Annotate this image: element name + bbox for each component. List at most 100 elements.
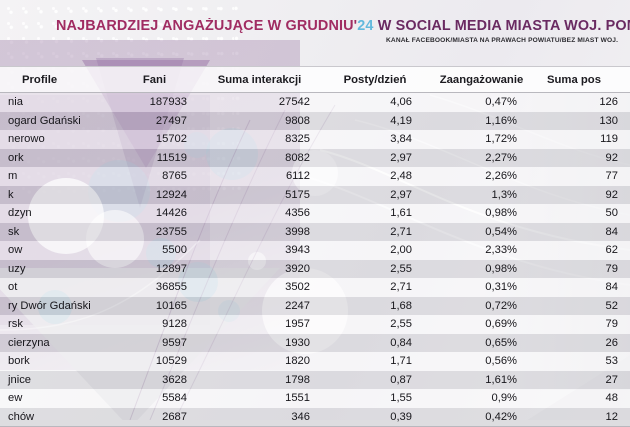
cell-suma-interakcji: 346 bbox=[291, 410, 310, 423]
table-row[interactable]: ot 36855 3502 2,71 0,31% 84 bbox=[0, 278, 630, 297]
cell-suma-postow: 27 bbox=[605, 373, 618, 386]
cell-fani: 187933 bbox=[149, 96, 187, 109]
cell-suma-postow: 26 bbox=[605, 336, 618, 349]
cell-zaangazowanie: 0,56% bbox=[485, 355, 517, 368]
cell-zaangazowanie: 1,16% bbox=[485, 114, 517, 127]
table-row[interactable]: ow 5500 3943 2,00 2,33% 62 bbox=[0, 241, 630, 260]
table-row[interactable]: nerowo 15702 8325 3,84 1,72% 119 bbox=[0, 130, 630, 149]
cell-profile: uzy bbox=[8, 262, 26, 275]
cell-suma-postow: 84 bbox=[605, 281, 618, 294]
cell-zaangazowanie: 0,54% bbox=[485, 225, 517, 238]
column-header-zaangazowanie[interactable]: Zaangażowanie bbox=[439, 73, 524, 86]
cell-suma-postow: 126 bbox=[599, 96, 618, 109]
table-row[interactable]: ogard Gdański 27497 9808 4,19 1,16% 130 bbox=[0, 111, 630, 130]
cell-zaangazowanie: 0,31% bbox=[485, 281, 517, 294]
cell-profile: jnice bbox=[8, 373, 32, 386]
cell-suma-postow: 130 bbox=[599, 114, 618, 127]
table-row[interactable]: nia 187933 27542 4,06 0,47% 126 bbox=[0, 93, 630, 112]
cell-fani: 3628 bbox=[162, 373, 187, 386]
cell-posty-dzien: 2,55 bbox=[390, 262, 412, 275]
table-row[interactable]: uzy 12897 3920 2,55 0,98% 79 bbox=[0, 259, 630, 278]
cell-suma-postow: 79 bbox=[605, 318, 618, 331]
column-header-suma-postow[interactable]: Suma pos bbox=[547, 73, 601, 86]
table-row[interactable]: jnice 3628 1798 0,87 1,61% 27 bbox=[0, 370, 630, 389]
table-header-row: Profile Fani Suma interakcji Posty/dzień… bbox=[0, 66, 630, 93]
cell-suma-interakcji: 9808 bbox=[285, 114, 310, 127]
cell-zaangazowanie: 0,98% bbox=[485, 207, 517, 220]
table-row[interactable]: chów 2687 346 0,39 0,42% 12 bbox=[0, 407, 630, 426]
cell-fani: 23755 bbox=[155, 225, 187, 238]
cell-posty-dzien: 2,55 bbox=[390, 318, 412, 331]
cell-zaangazowanie: 2,26% bbox=[485, 170, 517, 183]
cell-profile: sk bbox=[8, 225, 20, 238]
cell-fani: 8765 bbox=[162, 170, 187, 183]
cell-fani: 5500 bbox=[162, 244, 187, 257]
cell-posty-dzien: 2,97 bbox=[390, 151, 412, 164]
cell-zaangazowanie: 1,72% bbox=[485, 133, 517, 146]
page-title: NAJBARDZIEJ ANGAŻUJĄCE W GRUDNIU'24 W SO… bbox=[0, 18, 630, 34]
cell-suma-interakcji: 1930 bbox=[285, 336, 310, 349]
table-row[interactable]: ry Dwór Gdański 10165 2247 1,68 0,72% 52 bbox=[0, 296, 630, 315]
cell-fani: 36855 bbox=[155, 281, 187, 294]
cell-posty-dzien: 1,61 bbox=[390, 207, 412, 220]
cell-suma-interakcji: 3943 bbox=[285, 244, 310, 257]
table-row[interactable]: sk 23755 3998 2,71 0,54% 84 bbox=[0, 222, 630, 241]
cell-fani: 9597 bbox=[162, 336, 187, 349]
cell-profile: m bbox=[8, 170, 18, 183]
cell-posty-dzien: 2,48 bbox=[390, 170, 412, 183]
cell-suma-postow: 50 bbox=[605, 207, 618, 220]
cell-fani: 10165 bbox=[155, 299, 187, 312]
cell-fani: 12897 bbox=[155, 262, 187, 275]
cell-suma-postow: 92 bbox=[605, 188, 618, 201]
table-row[interactable]: rsk 9128 1957 2,55 0,69% 79 bbox=[0, 315, 630, 334]
cell-fani: 2687 bbox=[162, 410, 187, 423]
title-segment-tail: W SOCIAL MEDIA MIASTA WOJ. POM bbox=[373, 18, 630, 34]
cell-posty-dzien: 0,87 bbox=[390, 373, 412, 386]
cell-fani: 27497 bbox=[155, 114, 187, 127]
column-header-posty-dzien[interactable]: Posty/dzień bbox=[343, 73, 407, 86]
cell-fani: 11519 bbox=[156, 151, 187, 164]
cell-posty-dzien: 1,71 bbox=[390, 355, 412, 368]
column-header-fani[interactable]: Fani bbox=[142, 73, 167, 86]
cell-fani: 15702 bbox=[155, 133, 187, 146]
cell-zaangazowanie: 0,98% bbox=[485, 262, 517, 275]
cell-suma-interakcji: 3920 bbox=[285, 262, 310, 275]
table-row[interactable]: bork 10529 1820 1,71 0,56% 53 bbox=[0, 352, 630, 371]
cell-suma-postow: 48 bbox=[605, 392, 618, 405]
cell-profile: ot bbox=[8, 281, 18, 294]
cell-suma-interakcji: 6112 bbox=[285, 170, 310, 183]
cell-fani: 14426 bbox=[155, 207, 187, 220]
cell-suma-interakcji: 1551 bbox=[285, 392, 310, 405]
cell-suma-postow: 92 bbox=[605, 151, 618, 164]
cell-profile: ork bbox=[8, 151, 24, 164]
cell-posty-dzien: 0,84 bbox=[390, 336, 412, 349]
cell-zaangazowanie: 1,3% bbox=[491, 188, 518, 201]
cell-suma-postow: 53 bbox=[605, 355, 618, 368]
cell-zaangazowanie: 0,72% bbox=[485, 299, 517, 312]
cell-posty-dzien: 1,68 bbox=[390, 299, 412, 312]
cell-zaangazowanie: 1,61% bbox=[485, 373, 517, 386]
column-header-suma-interakcji[interactable]: Suma interakcji bbox=[217, 73, 302, 86]
cell-profile: ow bbox=[8, 244, 23, 257]
cell-suma-interakcji: 4356 bbox=[285, 207, 310, 220]
column-header-profile[interactable]: Profile bbox=[22, 73, 58, 86]
cell-suma-postow: 12 bbox=[605, 410, 618, 423]
cell-suma-interakcji: 1957 bbox=[285, 318, 310, 331]
cell-suma-interakcji: 27542 bbox=[278, 96, 310, 109]
cell-profile: ew bbox=[8, 392, 23, 405]
cell-suma-interakcji: 1820 bbox=[285, 355, 310, 368]
table-row[interactable]: k 12924 5175 2,97 1,3% 92 bbox=[0, 185, 630, 204]
cell-fani: 5584 bbox=[162, 392, 187, 405]
table-body: nia 187933 27542 4,06 0,47% 126 ogard Gdański 2… bbox=[0, 93, 630, 426]
cell-fani: 12924 bbox=[155, 188, 187, 201]
cell-suma-interakcji: 8082 bbox=[285, 151, 310, 164]
table-row[interactable]: m 8765 6112 2,48 2,26% 77 bbox=[0, 167, 630, 186]
table-row[interactable]: dzyn 14426 4356 1,61 0,98% 50 bbox=[0, 204, 630, 223]
cell-posty-dzien: 0,39 bbox=[390, 410, 412, 423]
table-row[interactable]: ew 5584 1551 1,55 0,9% 48 bbox=[0, 389, 630, 408]
cell-profile: k bbox=[8, 188, 14, 201]
table-row[interactable]: ork 11519 8082 2,97 2,27% 92 bbox=[0, 148, 630, 167]
table-row[interactable]: cierzyna 9597 1930 0,84 0,65% 26 bbox=[0, 333, 630, 352]
cell-suma-interakcji: 5175 bbox=[285, 188, 310, 201]
